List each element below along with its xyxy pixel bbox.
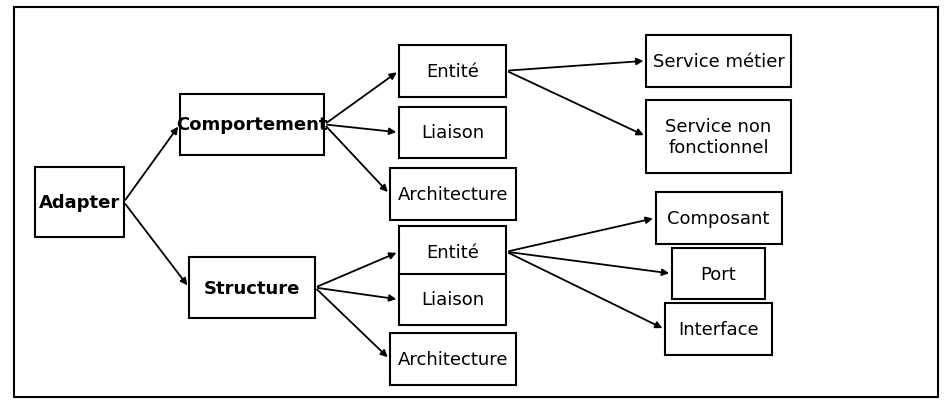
FancyBboxPatch shape	[656, 192, 782, 244]
FancyBboxPatch shape	[672, 248, 765, 300]
FancyBboxPatch shape	[399, 274, 506, 326]
Text: Interface: Interface	[678, 320, 759, 339]
FancyBboxPatch shape	[399, 46, 506, 97]
FancyBboxPatch shape	[389, 333, 516, 385]
FancyBboxPatch shape	[399, 107, 506, 159]
FancyBboxPatch shape	[189, 257, 315, 319]
Text: Architecture: Architecture	[397, 350, 508, 368]
FancyBboxPatch shape	[399, 226, 506, 278]
Text: Entité: Entité	[426, 243, 479, 261]
Text: Structure: Structure	[204, 279, 300, 297]
Text: Liaison: Liaison	[421, 124, 485, 142]
FancyBboxPatch shape	[646, 100, 791, 174]
Text: Port: Port	[701, 265, 737, 283]
Text: Composant: Composant	[667, 209, 770, 227]
FancyBboxPatch shape	[646, 36, 791, 87]
FancyBboxPatch shape	[180, 94, 325, 156]
FancyBboxPatch shape	[389, 169, 516, 220]
Text: Architecture: Architecture	[397, 185, 508, 204]
Text: Service non
fonctionnel: Service non fonctionnel	[665, 118, 772, 156]
Text: Service métier: Service métier	[653, 53, 784, 70]
Text: Liaison: Liaison	[421, 291, 485, 309]
Text: Adapter: Adapter	[39, 194, 120, 211]
Text: Entité: Entité	[426, 62, 479, 81]
FancyBboxPatch shape	[35, 168, 124, 237]
FancyBboxPatch shape	[664, 304, 772, 355]
Text: Comportement: Comportement	[176, 116, 327, 134]
